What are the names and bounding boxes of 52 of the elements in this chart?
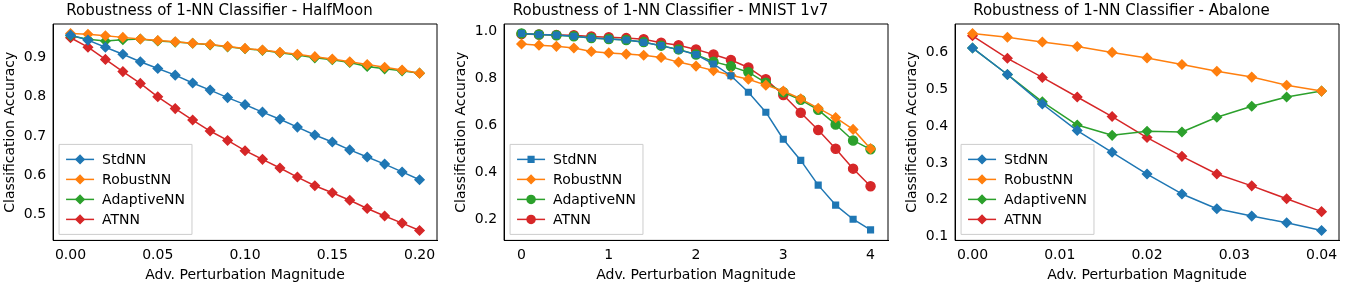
x-tick-label: 0	[517, 246, 526, 263]
legend-label: AdaptiveNN	[553, 191, 636, 208]
y-axis-title: Classification Accuracy	[1, 51, 18, 213]
legend-label: AdaptiveNN	[102, 191, 185, 208]
y-tick-label: 0.4	[925, 116, 949, 133]
y-tick-label: 0.6	[925, 43, 949, 60]
y-tick-label: 0.9	[23, 48, 47, 65]
chart-title: Robustness of 1-NN Classifier - Abalone	[973, 0, 1270, 19]
x-tick-label: 0.00	[54, 246, 87, 263]
x-tick-label: 0.10	[229, 246, 261, 263]
y-tick-label: 0.8	[474, 68, 498, 85]
legend-label: StdNN	[1004, 151, 1049, 168]
legend-label: ATNN	[1004, 211, 1043, 228]
chart-title: Robustness of 1-NN Classifier - MNIST 1v7	[512, 0, 829, 19]
y-tick-label: 0.5	[925, 79, 949, 96]
y-tick-label: 1.0	[474, 21, 498, 38]
y-tick-label: 0.8	[23, 87, 47, 104]
x-tick-label: 0.05	[142, 246, 174, 263]
x-tick-label: 0.20	[403, 246, 436, 263]
y-tick-label: 0.7	[23, 126, 47, 143]
x-tick-label: 0.01	[1044, 246, 1076, 263]
legend-label: RobustNN	[553, 171, 623, 188]
x-axis-title: Adv. Perturbation Magnitude	[596, 266, 796, 283]
y-axis-title: Classification Accuracy	[452, 51, 469, 213]
x-tick-label: 0.04	[1305, 246, 1338, 263]
legend-label: StdNN	[553, 151, 598, 168]
y-tick-label: 0.6	[23, 166, 47, 183]
legend-label: ATNN	[553, 211, 592, 228]
y-tick-label: 0.5	[23, 205, 47, 222]
x-tick-label: 4	[866, 246, 876, 263]
chart-title: Robustness of 1-NN Classifier - HalfMoon	[66, 0, 373, 19]
y-tick-label: 0.2	[925, 190, 949, 207]
x-tick-label: 0.03	[1218, 246, 1250, 263]
x-axis-title: Adv. Perturbation Magnitude	[145, 266, 345, 283]
legend-label: ATNN	[102, 211, 141, 228]
x-tick-label: 1	[604, 246, 614, 263]
legend-label: AdaptiveNN	[1004, 191, 1087, 208]
y-tick-label: 0.2	[474, 209, 498, 226]
y-tick-label: 0.3	[925, 153, 949, 170]
y-tick-label: 0.1	[925, 227, 949, 244]
x-tick-label: 0.00	[956, 246, 989, 263]
y-tick-label: 0.4	[474, 162, 498, 179]
x-tick-label: 0.15	[316, 246, 348, 263]
x-tick-label: 3	[778, 246, 788, 263]
x-tick-label: 2	[691, 246, 701, 263]
legend-label: StdNN	[102, 151, 147, 168]
legend-label: RobustNN	[102, 171, 172, 188]
x-tick-label: 0.02	[1131, 246, 1163, 263]
y-axis-title: Classification Accuracy	[903, 51, 920, 213]
legend-label: RobustNN	[1004, 171, 1074, 188]
y-tick-label: 0.6	[474, 115, 498, 132]
x-axis-title: Adv. Perturbation Magnitude	[1047, 266, 1247, 283]
